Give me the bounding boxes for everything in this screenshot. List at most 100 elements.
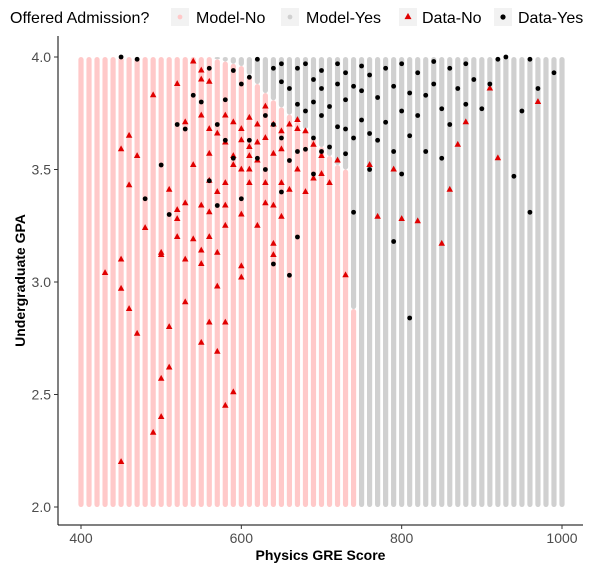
- data-yes-point: [262, 113, 268, 118]
- data-no-point: [222, 401, 229, 408]
- data-yes-point: [375, 137, 381, 143]
- model-no-column: [94, 57, 100, 507]
- data-no-point: [278, 127, 285, 134]
- model-no-column: [222, 61, 228, 507]
- data-yes-point: [335, 124, 340, 130]
- data-yes-point: [423, 92, 429, 98]
- data-no-point: [173, 233, 181, 239]
- data-yes-point: [303, 108, 308, 114]
- data-no-point: [494, 154, 502, 161]
- legend-key-model-no: [177, 14, 183, 20]
- y-tick-label: 2.5: [32, 387, 52, 403]
- data-no-point: [246, 152, 253, 158]
- data-yes-point: [399, 108, 405, 114]
- model-no-column: [342, 169, 349, 507]
- data-no-point: [238, 125, 245, 131]
- data-yes-point: [343, 151, 348, 157]
- data-no-point: [238, 262, 245, 269]
- data-yes-point: [230, 68, 236, 73]
- data-no-point: [198, 201, 205, 208]
- data-no-point: [438, 239, 445, 246]
- data-yes-point: [303, 61, 308, 67]
- model-yes-column: [511, 57, 517, 507]
- data-no-point: [278, 212, 285, 219]
- data-yes-point: [262, 167, 268, 172]
- model-yes-column: [214, 57, 220, 60]
- model-yes-column: [262, 57, 268, 93]
- data-no-point: [286, 120, 293, 127]
- data-no-point: [165, 363, 173, 370]
- data-yes-point: [214, 122, 220, 127]
- model-yes-column: [431, 57, 437, 507]
- data-no-point: [246, 165, 253, 172]
- model-yes-column: [407, 57, 413, 507]
- data-yes-point: [335, 81, 340, 87]
- data-no-point: [222, 179, 229, 185]
- data-no-point: [206, 233, 213, 239]
- data-no-point: [206, 125, 213, 131]
- model-no-column: [86, 57, 92, 507]
- model-no-column: [118, 57, 124, 507]
- model-yes-column: [559, 57, 565, 507]
- data-no-point: [133, 329, 141, 336]
- legend-label-model-no: Model-No: [196, 10, 265, 27]
- data-yes-point: [455, 86, 461, 91]
- data-no-point: [198, 66, 205, 73]
- model-no-column: [254, 84, 260, 507]
- data-no-point: [230, 118, 237, 125]
- model-yes-column: [439, 57, 445, 507]
- data-no-point: [414, 217, 421, 224]
- model-no-column: [334, 165, 341, 507]
- data-no-point: [198, 111, 205, 118]
- data-yes-point: [254, 56, 260, 62]
- data-no-point: [149, 428, 157, 435]
- data-yes-point: [343, 126, 348, 132]
- model-yes-column: [383, 57, 389, 507]
- model-no-column: [326, 156, 333, 507]
- data-no-point: [246, 113, 253, 120]
- data-yes-point: [279, 61, 284, 67]
- model-no-column: [350, 309, 357, 507]
- model-no-column: [174, 57, 180, 507]
- model-no-column: [206, 57, 212, 507]
- data-no-point: [214, 188, 221, 194]
- model-no-column: [182, 57, 188, 507]
- data-no-point: [326, 179, 333, 185]
- data-yes-point: [158, 162, 164, 168]
- model-yes-column: [423, 57, 429, 507]
- data-yes-point: [351, 209, 356, 215]
- data-yes-point: [134, 56, 140, 62]
- data-no-point: [374, 212, 381, 219]
- data-yes-point: [439, 155, 445, 161]
- data-no-point: [294, 165, 301, 172]
- data-yes-point: [471, 77, 477, 82]
- data-no-point: [214, 282, 221, 289]
- model-yes-column: [519, 57, 525, 507]
- data-no-point: [342, 271, 349, 278]
- data-yes-point: [222, 97, 228, 103]
- model-yes-column: [375, 57, 381, 507]
- data-no-point: [206, 77, 213, 84]
- data-yes-point: [415, 70, 421, 76]
- data-no-point: [278, 145, 285, 152]
- data-yes-point: [503, 54, 509, 60]
- model-yes-column: [447, 57, 453, 507]
- data-yes-point: [319, 86, 324, 91]
- data-no-point: [262, 199, 269, 206]
- data-yes-point: [359, 117, 364, 123]
- data-yes-point: [118, 54, 124, 60]
- data-yes-point: [359, 63, 364, 69]
- data-yes-point: [367, 131, 372, 136]
- model-no-column: [238, 66, 244, 507]
- model-no-column: [190, 57, 196, 507]
- data-yes-point: [431, 59, 437, 64]
- axes: 400 600 800 1000 2.0 2.5 3.0 3.5 4.0: [32, 36, 583, 546]
- data-no-point: [270, 251, 277, 257]
- data-no-point: [157, 251, 165, 257]
- data-no-point: [222, 111, 229, 118]
- data-yes-point: [295, 65, 300, 71]
- data-yes-point: [343, 97, 348, 103]
- y-tick-label: 4.0: [32, 49, 52, 65]
- model-no-column: [110, 57, 116, 507]
- model-yes-column: [286, 57, 293, 115]
